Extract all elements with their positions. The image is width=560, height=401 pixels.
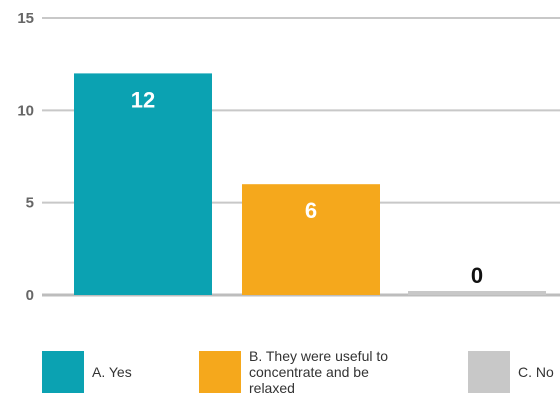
data-label-3: 0 — [471, 263, 483, 288]
y-tick-label-15: 15 — [17, 10, 34, 27]
legend-label-c: C. No — [518, 364, 554, 380]
legend-item-b: B. They were useful to concentrate and b… — [199, 345, 399, 399]
legend-item-c: C. No — [468, 345, 554, 399]
legend-swatch-a — [42, 351, 84, 393]
bar-3 — [408, 291, 546, 295]
bar-1 — [74, 73, 212, 296]
bar-chart: 0 5 10 15 12 6 0 — [17, 10, 560, 304]
data-label-1: 12 — [131, 87, 155, 112]
bars — [74, 73, 546, 296]
legend-swatch-c — [468, 351, 510, 393]
bar-2 — [242, 184, 380, 295]
y-axis-ticks: 0 5 10 15 — [17, 10, 34, 304]
legend-swatch-b — [199, 351, 241, 393]
y-tick-label-0: 0 — [26, 287, 34, 304]
data-label-2: 6 — [305, 198, 317, 223]
data-labels: 12 6 0 — [131, 87, 483, 288]
y-tick-label-5: 5 — [26, 195, 34, 212]
legend-label-b: B. They were useful to concentrate and b… — [249, 348, 389, 396]
legend-item-a: A. Yes — [42, 345, 132, 399]
legend-label-a: A. Yes — [92, 364, 132, 380]
y-tick-label-10: 10 — [17, 102, 34, 119]
